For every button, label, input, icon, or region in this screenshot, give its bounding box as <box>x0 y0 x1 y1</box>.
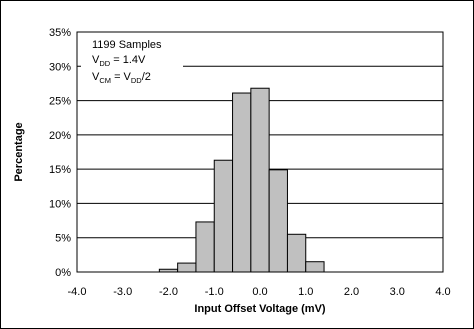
histogram-bar <box>232 92 252 273</box>
histogram-bar <box>213 159 234 273</box>
histogram-bar <box>268 169 288 273</box>
y-tick-label: 10% <box>49 198 71 210</box>
annotation-samples: 1199 Samples <box>92 39 162 51</box>
x-tick-label: 0.0 <box>252 286 267 298</box>
x-tick-label: 1.0 <box>298 286 313 298</box>
y-tick-label: 25% <box>49 96 71 108</box>
y-axis-label: Percentage <box>13 122 25 181</box>
annotation-vdd: VDD = 1.4V <box>92 54 146 68</box>
histogram-bar <box>195 221 215 273</box>
y-tick-label: 15% <box>49 164 71 176</box>
x-tick-label: 4.0 <box>435 286 450 298</box>
histogram-bar <box>250 87 270 273</box>
y-tick-label: 20% <box>49 130 71 142</box>
y-tick-label: 5% <box>55 233 71 245</box>
histogram-bar <box>305 261 325 273</box>
x-axis-ticks: -4.0 -3.0 -2.0 -1.0 0.0 1.0 2.0 3.0 4.0 <box>68 286 451 298</box>
annotation-background <box>81 35 183 85</box>
x-tick-label: 3.0 <box>390 286 405 298</box>
y-tick-label: 35% <box>49 27 71 39</box>
x-tick-label: 2.0 <box>344 286 359 298</box>
bars <box>158 87 325 273</box>
histogram-bar <box>177 262 197 273</box>
annotation-vcm: VCM = VDD/2 <box>92 71 151 85</box>
x-tick-label: -4.0 <box>68 286 87 298</box>
histogram-bar <box>286 233 307 273</box>
y-tick-label: 0% <box>55 267 71 279</box>
y-axis-ticks: 0% 5% 10% 15% 20% 25% 30% 35% <box>49 27 71 279</box>
x-tick-label: -1.0 <box>205 286 224 298</box>
x-tick-label: -2.0 <box>159 286 178 298</box>
x-axis-label: Input Offset Voltage (mV) <box>194 303 326 315</box>
y-tick-label: 30% <box>49 61 71 73</box>
x-tick-label: -3.0 <box>113 286 132 298</box>
plot-area-border <box>76 31 444 273</box>
